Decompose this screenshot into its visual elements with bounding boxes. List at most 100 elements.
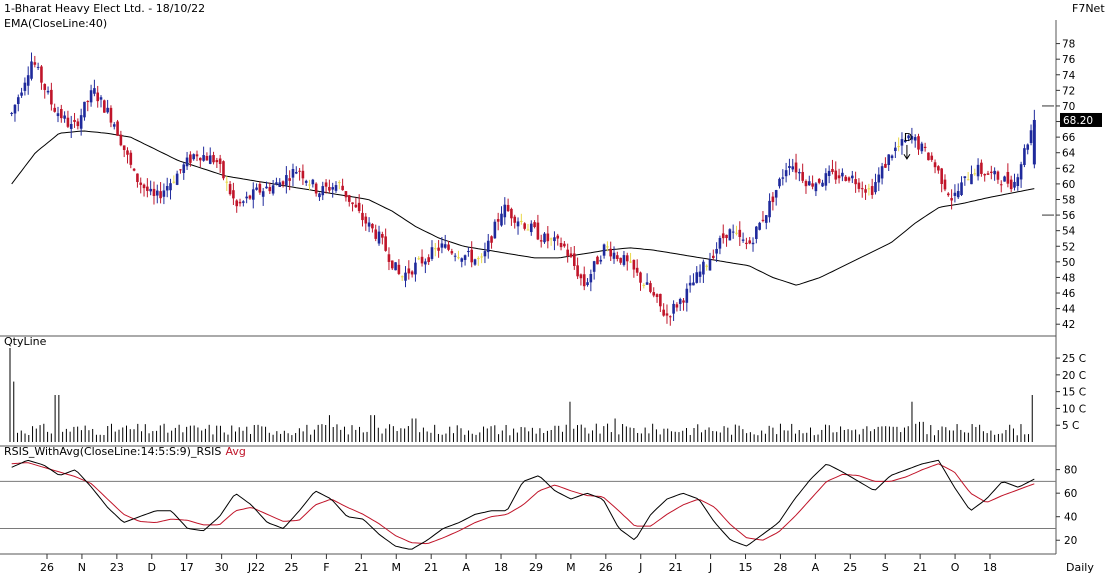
- candle-body: [854, 179, 857, 185]
- candle-body: [63, 115, 66, 119]
- candle-body: [1009, 179, 1013, 190]
- price-tick-label: 50: [1062, 257, 1075, 269]
- brand-label: F7Net: [1072, 2, 1105, 15]
- candle-body: [427, 257, 430, 263]
- chart-title: 1-Bharat Heavy Elect Ltd. - 18/10/22: [4, 2, 205, 15]
- price-tick-label: 72: [1062, 85, 1075, 97]
- candle-body: [155, 190, 159, 196]
- candle-body: [589, 273, 593, 283]
- candle-body: [798, 171, 801, 174]
- candle-body: [344, 191, 348, 198]
- candle-body: [275, 182, 278, 185]
- candle-body: [103, 100, 106, 113]
- candle-body: [285, 175, 288, 186]
- candle-body: [529, 223, 533, 233]
- candle-body: [970, 174, 973, 185]
- candle-body: [609, 248, 613, 257]
- x-tick-label: 21: [913, 561, 927, 574]
- price-y-axis: 4244464850525456586062646668707274767868…: [1042, 39, 1102, 331]
- candle-body: [569, 253, 573, 257]
- candle-body: [89, 90, 93, 103]
- candle-body: [242, 201, 245, 203]
- candle-body: [298, 170, 301, 172]
- candle-body: [920, 143, 924, 152]
- candle-body: [596, 256, 599, 265]
- volume-tick-label: 5 C: [1062, 420, 1079, 432]
- annotation-arrowhead: [903, 154, 911, 160]
- candle-body: [116, 121, 119, 136]
- candle-body: [149, 188, 152, 192]
- candle-body: [450, 251, 454, 254]
- candle-body: [215, 160, 219, 163]
- candle-body: [983, 174, 986, 176]
- candle-body: [195, 154, 199, 157]
- candle-body: [268, 187, 272, 192]
- candle-body: [662, 309, 665, 316]
- candle-body: [357, 202, 361, 212]
- candle-body: [721, 233, 725, 239]
- price-annotations: D: [903, 131, 912, 160]
- candle-body: [122, 145, 126, 150]
- candle-body: [371, 223, 374, 229]
- candle-body: [649, 283, 652, 292]
- candle-body: [351, 202, 354, 205]
- price-tick-label: 58: [1062, 194, 1075, 206]
- x-tick-label: S: [882, 561, 889, 574]
- candle-body: [900, 139, 904, 146]
- x-tick-label: A: [462, 561, 470, 574]
- candle-body: [1029, 130, 1033, 143]
- x-tick-label: J: [708, 561, 712, 574]
- candle-body: [563, 243, 566, 247]
- candle-body: [937, 166, 940, 171]
- rsi-line: [11, 459, 1035, 550]
- candle-body: [338, 182, 341, 184]
- candle-body: [741, 239, 745, 241]
- candle-body: [708, 259, 712, 271]
- candle-body: [894, 147, 897, 152]
- candle-body: [837, 175, 841, 179]
- candle-body: [463, 255, 467, 260]
- candle-body: [586, 282, 589, 286]
- candle-body: [632, 259, 636, 270]
- candle-body: [60, 108, 63, 119]
- candle-body: [294, 171, 298, 174]
- candle-body: [430, 247, 434, 259]
- candle-body: [933, 162, 937, 168]
- candle-body: [139, 182, 143, 185]
- x-tick-label: 29: [529, 561, 543, 574]
- candle-body: [347, 195, 351, 202]
- candle-body: [417, 258, 421, 260]
- x-tick-label: J22: [247, 561, 265, 574]
- candle-body: [433, 248, 437, 250]
- candle-body: [328, 186, 331, 191]
- candle-body: [165, 186, 169, 191]
- candle-body: [477, 258, 480, 260]
- candle-body: [208, 155, 212, 164]
- x-tick-label: M: [566, 561, 576, 574]
- candle-body: [761, 219, 765, 221]
- x-tick-label: J: [638, 561, 642, 574]
- candle-body: [318, 193, 321, 198]
- candle-body: [930, 155, 934, 160]
- candle-body: [867, 188, 871, 190]
- candle-body: [804, 180, 808, 187]
- candle-body: [420, 256, 424, 264]
- candle-body: [860, 188, 864, 190]
- candle-body: [592, 261, 596, 272]
- candle-body: [953, 192, 957, 196]
- candle-body: [629, 261, 632, 263]
- candle-body: [311, 179, 315, 185]
- candle-body: [126, 150, 129, 155]
- candle-body: [490, 236, 493, 243]
- candle-body: [354, 204, 358, 208]
- candle-body: [238, 201, 242, 204]
- rsi-avg-label: Avg: [226, 445, 246, 458]
- date-x-axis: 26 N 23 D 17 30 J22 25 F 21 M 21 A 18 29 M 26 J 21 J 15 28 A 25…: [40, 554, 997, 574]
- candle-body: [516, 221, 520, 227]
- volume-tick-label: 15 C: [1062, 387, 1086, 399]
- candle-body: [890, 155, 894, 159]
- candle-body: [109, 107, 113, 123]
- candle-body: [50, 89, 53, 105]
- candle-body: [870, 186, 874, 195]
